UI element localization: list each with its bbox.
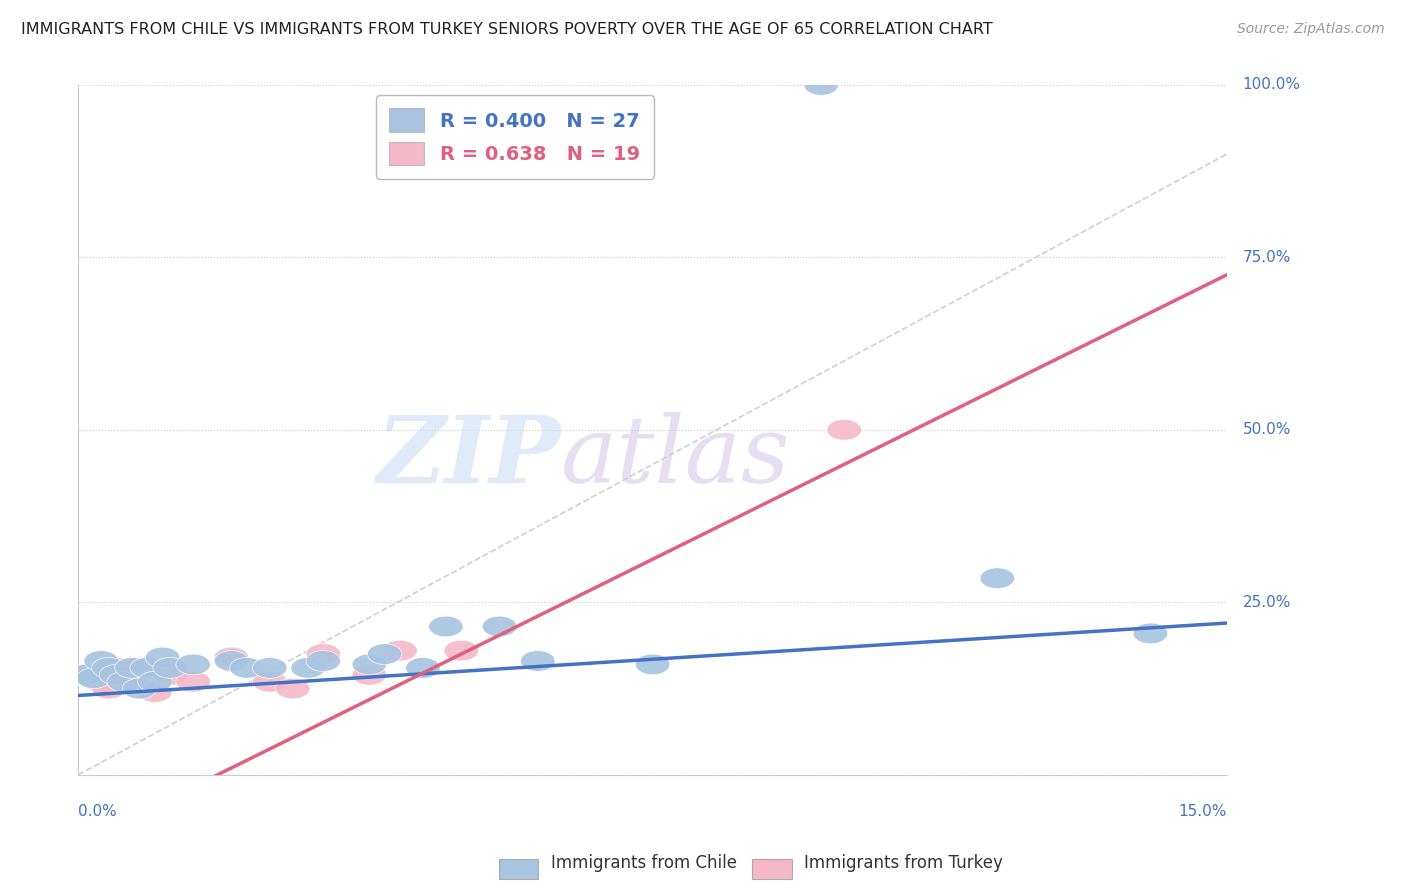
Legend: R = 0.400   N = 27, R = 0.638   N = 19: R = 0.400 N = 27, R = 0.638 N = 19: [375, 95, 654, 179]
Ellipse shape: [367, 644, 402, 665]
Ellipse shape: [636, 654, 669, 674]
Ellipse shape: [352, 654, 387, 674]
Text: 50.0%: 50.0%: [1243, 423, 1291, 437]
Ellipse shape: [84, 650, 118, 672]
Ellipse shape: [520, 650, 555, 672]
Ellipse shape: [115, 657, 149, 678]
Ellipse shape: [980, 568, 1015, 589]
Ellipse shape: [253, 657, 287, 678]
Ellipse shape: [84, 672, 118, 692]
Ellipse shape: [307, 644, 340, 665]
Ellipse shape: [69, 665, 103, 685]
Ellipse shape: [1133, 623, 1168, 644]
Text: 25.0%: 25.0%: [1243, 595, 1291, 610]
Ellipse shape: [138, 672, 172, 692]
Ellipse shape: [406, 657, 440, 678]
Ellipse shape: [115, 665, 149, 685]
Ellipse shape: [229, 657, 264, 678]
Text: 15.0%: 15.0%: [1178, 805, 1227, 819]
Ellipse shape: [107, 672, 142, 692]
Text: Immigrants from Chile: Immigrants from Chile: [551, 855, 737, 872]
Ellipse shape: [291, 657, 325, 678]
Text: 100.0%: 100.0%: [1243, 78, 1301, 93]
Ellipse shape: [352, 665, 387, 685]
Ellipse shape: [214, 650, 249, 672]
Ellipse shape: [482, 616, 517, 637]
Ellipse shape: [122, 678, 157, 699]
Ellipse shape: [69, 665, 103, 685]
Ellipse shape: [122, 657, 157, 678]
Ellipse shape: [382, 640, 418, 661]
Ellipse shape: [76, 665, 111, 685]
Text: atlas: atlas: [561, 412, 790, 502]
Text: 0.0%: 0.0%: [79, 805, 117, 819]
Ellipse shape: [827, 419, 862, 441]
Ellipse shape: [214, 648, 249, 668]
Ellipse shape: [129, 657, 165, 678]
Ellipse shape: [307, 650, 340, 672]
Ellipse shape: [429, 616, 463, 637]
Text: Immigrants from Turkey: Immigrants from Turkey: [804, 855, 1002, 872]
Ellipse shape: [76, 668, 111, 689]
Ellipse shape: [153, 657, 187, 678]
Text: ZIP: ZIP: [377, 412, 561, 502]
Ellipse shape: [804, 75, 838, 95]
Text: 75.0%: 75.0%: [1243, 250, 1291, 265]
Ellipse shape: [276, 678, 309, 699]
Ellipse shape: [153, 665, 187, 685]
Ellipse shape: [107, 672, 142, 692]
Ellipse shape: [253, 672, 287, 692]
Text: IMMIGRANTS FROM CHILE VS IMMIGRANTS FROM TURKEY SENIORS POVERTY OVER THE AGE OF : IMMIGRANTS FROM CHILE VS IMMIGRANTS FROM…: [21, 22, 993, 37]
Ellipse shape: [91, 678, 127, 699]
Ellipse shape: [91, 657, 127, 678]
Text: Source: ZipAtlas.com: Source: ZipAtlas.com: [1237, 22, 1385, 37]
Ellipse shape: [138, 681, 172, 702]
Ellipse shape: [100, 665, 134, 685]
Ellipse shape: [176, 654, 211, 674]
Ellipse shape: [100, 657, 134, 678]
Ellipse shape: [145, 648, 180, 668]
Ellipse shape: [176, 672, 211, 692]
Ellipse shape: [444, 640, 478, 661]
